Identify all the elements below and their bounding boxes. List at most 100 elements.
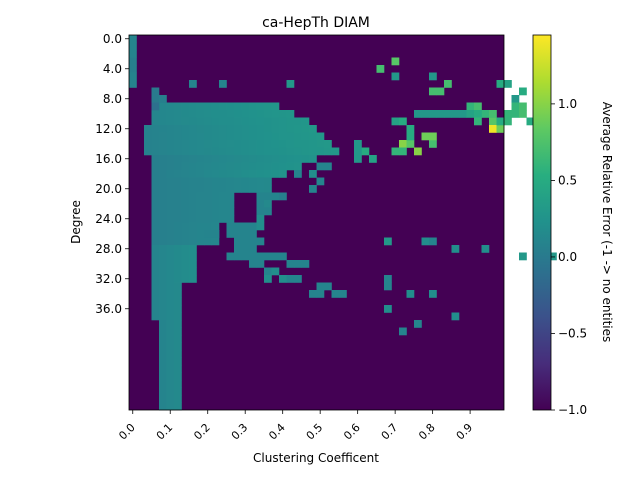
heatmap-cell (211, 125, 220, 133)
heatmap-cell (466, 110, 475, 118)
heatmap-cell (174, 132, 182, 141)
heatmap-cell (264, 267, 272, 276)
heatmap-cell (151, 140, 160, 148)
heatmap-cell (294, 132, 302, 141)
heatmap-cell (256, 125, 265, 133)
heatmap-cell (316, 282, 325, 291)
heatmap-cell (189, 147, 197, 156)
heatmap-cell (211, 102, 220, 111)
heatmap-cell (166, 200, 175, 208)
heatmap-cell (181, 177, 190, 186)
heatmap-cell (151, 117, 160, 126)
heatmap-cell (496, 125, 505, 133)
colorbar-gradient (533, 35, 551, 410)
heatmap-cell (174, 230, 182, 238)
heatmap-cell (181, 207, 190, 216)
heatmap-cell (204, 117, 212, 126)
heatmap-cell (226, 155, 235, 163)
heatmap-cell (369, 155, 377, 163)
y-tick-label: 4.0 (103, 62, 122, 76)
heatmap-cell (339, 290, 347, 298)
heatmap-cell (174, 252, 182, 261)
heatmap-cell (189, 267, 197, 276)
heatmap-cell (219, 215, 227, 223)
heatmap-cell (174, 387, 182, 396)
heatmap-cell (256, 207, 265, 216)
heatmap-cell (166, 155, 175, 163)
heatmap-cell (481, 110, 490, 118)
heatmap-cell (241, 170, 250, 178)
heatmap-cell (174, 357, 182, 366)
heatmap-cell (151, 192, 160, 201)
heatmap-cell (159, 312, 167, 321)
heatmap-cell (174, 185, 182, 193)
heatmap-cell (279, 192, 287, 201)
y-axis: 0.0 4.0 8.0 12.0 16.0 20.0 24.0 28.0 32.0 36.0 (95, 32, 129, 316)
heatmap-cell (151, 305, 160, 313)
heatmap-cell (151, 267, 160, 276)
heatmap-cell (166, 125, 175, 133)
heatmap-cell (166, 312, 175, 321)
y-tick-label: 8.0 (103, 92, 122, 106)
heatmap-cell (144, 140, 152, 148)
heatmap-cell (166, 290, 175, 298)
heatmap-cell (211, 207, 220, 216)
heatmap-cell (414, 320, 422, 328)
heatmap-cell (211, 230, 220, 238)
heatmap-cell (309, 147, 317, 156)
chart-title: ca-HepTh DIAM (262, 15, 370, 31)
heatmap-cell (189, 117, 197, 126)
heatmap-cell (219, 80, 227, 88)
heatmap-cell (286, 155, 295, 163)
heatmap-cell (279, 147, 287, 156)
heatmap-cell (286, 275, 295, 283)
heatmap-cell (226, 125, 235, 133)
heatmap-cell (181, 222, 190, 231)
heatmap-cell (264, 155, 272, 163)
heatmap-cell (166, 230, 175, 238)
heatmap-cell (174, 320, 182, 328)
heatmap-cell (316, 162, 325, 171)
heatmap-cell (144, 132, 152, 141)
heatmap-cell (204, 132, 212, 141)
heatmap-cell (151, 162, 160, 171)
heatmap-cell (241, 102, 250, 111)
heatmap-cell (196, 170, 205, 178)
heatmap-cell (241, 162, 250, 171)
heatmap-cell (159, 245, 167, 253)
colorbar-label: Average Relative Error (-1 -> no entitie… (600, 102, 614, 343)
heatmap-cell (174, 222, 182, 231)
heatmap-cell (166, 350, 175, 358)
heatmap-cell (151, 312, 160, 321)
heatmap-cell (234, 102, 242, 111)
heatmap-cell (429, 140, 437, 148)
heatmap-cell (159, 110, 167, 118)
heatmap-cell (189, 110, 197, 118)
heatmap-cell (226, 162, 235, 171)
heatmap-cell (444, 80, 452, 88)
heatmap-cell (354, 140, 362, 148)
x-tick-label: 0.0 (116, 421, 138, 443)
heatmap-cell (264, 200, 272, 208)
x-tick-label: 0.6 (341, 421, 363, 443)
heatmap-cell (166, 192, 175, 201)
heatmap-cell (271, 147, 280, 156)
heatmap-cell (256, 237, 265, 246)
heatmap-cell (234, 162, 242, 171)
heatmap-cell (159, 320, 167, 328)
heatmap-cell (151, 155, 160, 163)
heatmap-cell (151, 132, 160, 141)
heatmap-cell (129, 80, 137, 88)
heatmap-cell (166, 237, 175, 246)
heatmap-cell (294, 140, 302, 148)
heatmap-cell (271, 170, 280, 178)
heatmap-cell (519, 87, 527, 96)
heatmap-cell (241, 155, 250, 163)
heatmap-cell (219, 110, 227, 118)
heatmap-cell (414, 147, 422, 156)
heatmap-cell (286, 80, 295, 88)
heatmap-cell (406, 140, 415, 148)
heatmap-cell (189, 155, 197, 163)
heatmap-cell (211, 222, 220, 231)
heatmap-cell (189, 200, 197, 208)
